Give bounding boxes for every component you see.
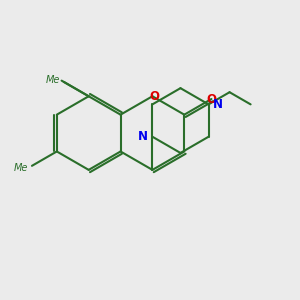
Text: Me: Me <box>46 75 60 85</box>
Text: Me: Me <box>14 163 28 173</box>
Text: N: N <box>138 130 148 143</box>
Text: O: O <box>206 92 216 106</box>
Text: O: O <box>149 90 159 103</box>
Text: N: N <box>213 98 223 111</box>
